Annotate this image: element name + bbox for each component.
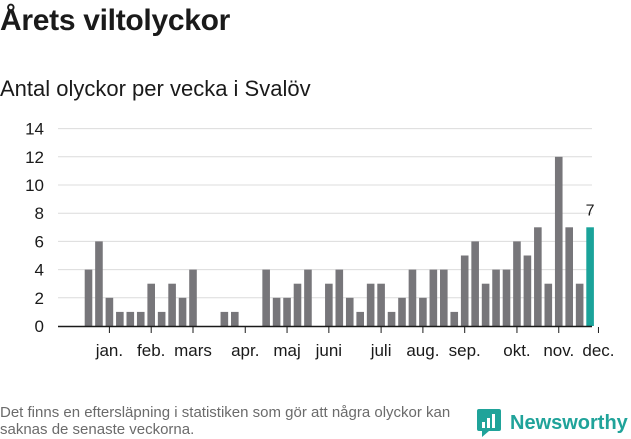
x-tick-label: aug. — [406, 341, 439, 360]
bar — [575, 283, 584, 326]
bar — [325, 283, 333, 326]
x-tick-label: mars — [174, 341, 212, 360]
annotations: 7 — [586, 202, 595, 219]
y-tick-label: 4 — [35, 261, 44, 280]
bar — [554, 156, 563, 326]
bar — [220, 311, 229, 326]
bar — [84, 269, 93, 326]
bar — [231, 311, 239, 326]
brand-logo[interactable]: Newsworthy — [476, 408, 628, 438]
chart-title: Årets viltolyckor — [0, 4, 230, 37]
bar — [408, 269, 417, 326]
bar — [168, 283, 176, 326]
bar — [262, 269, 270, 326]
bar — [377, 283, 385, 326]
gridlines — [58, 128, 592, 299]
x-tick-label: feb. — [137, 341, 165, 360]
bar — [293, 283, 302, 326]
bar — [283, 297, 291, 326]
bar — [178, 297, 187, 326]
x-tick-label: sep. — [449, 341, 481, 360]
bar — [126, 311, 135, 326]
x-tick-label: apr. — [231, 341, 259, 360]
highlight-bar — [586, 227, 594, 326]
bar — [387, 311, 396, 326]
chart-subtitle: Antal olyckor per vecka i Svalöv — [0, 76, 311, 101]
bars — [84, 156, 594, 326]
newsworthy-logo-icon — [477, 409, 501, 437]
bar — [304, 269, 312, 326]
bar — [450, 311, 459, 326]
bar — [523, 255, 532, 326]
bar — [460, 255, 469, 326]
bar — [502, 269, 511, 326]
bar — [492, 269, 500, 326]
y-axis-ticks: 0 2 4 6 8 10 12 14 — [25, 120, 44, 336]
bar — [147, 283, 155, 326]
x-tick-label: juni — [315, 341, 342, 360]
y-tick-label: 2 — [35, 289, 44, 308]
bar — [366, 283, 375, 326]
bar — [356, 311, 364, 326]
bar — [419, 297, 427, 326]
y-tick-label: 0 — [35, 317, 44, 336]
y-tick-label: 14 — [25, 120, 44, 139]
y-tick-label: 10 — [25, 176, 44, 195]
bar — [440, 269, 448, 326]
y-tick-label: 8 — [35, 204, 44, 223]
x-tick-label: dec. — [582, 341, 614, 360]
bar — [116, 311, 124, 326]
bar — [565, 227, 573, 326]
bar — [513, 241, 521, 326]
y-tick-label: 12 — [25, 148, 44, 167]
x-tick-label: juli — [370, 341, 392, 360]
x-tick-label: jan. — [95, 341, 123, 360]
x-tick-label: okt. — [503, 341, 530, 360]
bar — [429, 269, 438, 326]
x-tick-label: nov. — [543, 341, 574, 360]
x-axis-ticks: jan. feb. mars apr. maj juni juli aug. sep. okt. n… — [95, 327, 615, 360]
bar — [335, 269, 344, 326]
bar — [481, 283, 490, 326]
brand-name: Newsworthy — [510, 411, 628, 434]
x-tick-label: maj — [273, 341, 300, 360]
bar — [157, 311, 166, 326]
bar — [272, 297, 281, 326]
bar — [544, 283, 553, 326]
footnote: Det finns en eftersläpning i statistiken… — [0, 404, 451, 438]
bar — [345, 297, 354, 326]
bar — [189, 269, 197, 326]
bar — [534, 227, 542, 326]
bar — [471, 241, 479, 326]
bar — [105, 297, 114, 326]
bar — [95, 241, 103, 326]
highlight-value-label: 7 — [586, 202, 595, 219]
bar — [398, 297, 406, 326]
y-tick-label: 6 — [35, 232, 44, 251]
bar — [136, 311, 145, 326]
